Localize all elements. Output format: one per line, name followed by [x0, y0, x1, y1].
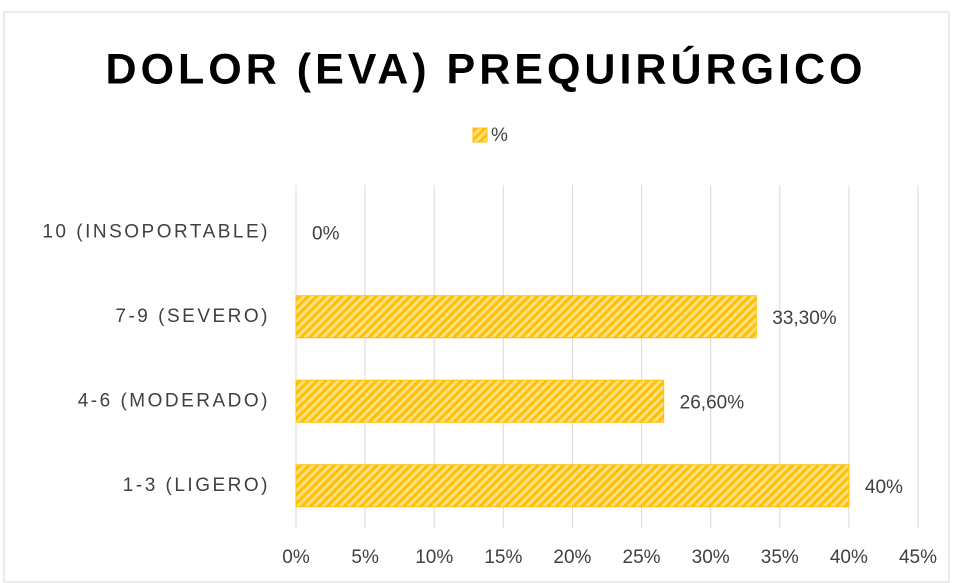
legend: % [472, 125, 508, 146]
x-tick-label: 10% [415, 547, 453, 568]
x-tick-label: 45% [899, 547, 937, 568]
data-label: 33,30% [772, 308, 837, 329]
x-tick-label: 25% [623, 547, 661, 568]
x-tick-label: 35% [761, 547, 799, 568]
y-tick-label: 10 (INSOPORTABLE) [42, 221, 270, 242]
bar [295, 464, 850, 508]
x-tick-label: 30% [692, 547, 730, 568]
chart-title: DOLOR (EVA) PREQUIRÚRGICO [106, 44, 867, 93]
x-tick-label: 20% [553, 547, 591, 568]
bar [295, 379, 665, 423]
legend-label: % [491, 125, 508, 146]
chart-frame [3, 11, 950, 583]
data-label: 40% [865, 477, 903, 498]
bar [295, 295, 757, 339]
x-tick-label: 40% [830, 547, 868, 568]
x-tick-label: 15% [484, 547, 522, 568]
y-tick-label: 4-6 (MODERADO) [78, 390, 270, 411]
y-tick-label: 7-9 (SEVERO) [115, 306, 270, 327]
y-tick-label: 1-3 (LIGERO) [123, 475, 270, 496]
x-tick-label: 5% [351, 547, 379, 568]
data-label: 26,60% [680, 392, 745, 413]
legend-swatch [472, 127, 488, 143]
data-label: 0% [312, 223, 340, 244]
x-tick-label: 0% [282, 547, 310, 568]
